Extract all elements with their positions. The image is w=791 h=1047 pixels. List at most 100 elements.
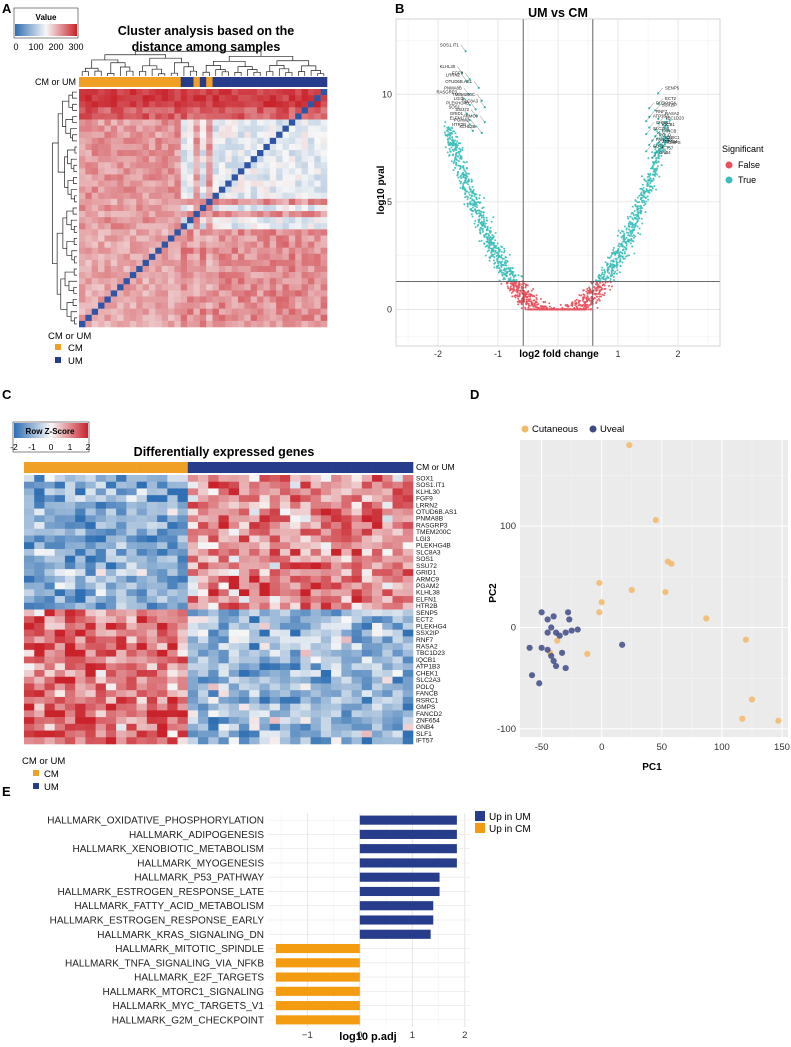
data-point bbox=[453, 160, 456, 163]
heatmap-cell bbox=[402, 629, 414, 637]
heatmap-cell bbox=[75, 495, 86, 503]
heatmap-cell bbox=[259, 629, 270, 637]
heatmap-cell bbox=[300, 515, 311, 523]
annotation-cell bbox=[212, 77, 220, 87]
heatmap-cell bbox=[361, 508, 373, 516]
heatmap-cell bbox=[310, 622, 322, 630]
heatmap-cell bbox=[341, 636, 352, 644]
heatmap-cell bbox=[238, 569, 250, 577]
heatmap-cell bbox=[361, 488, 373, 496]
heatmap-cell bbox=[136, 609, 148, 617]
heatmap-cell bbox=[263, 125, 271, 133]
heatmap-cell bbox=[129, 89, 137, 96]
heatmap-cell bbox=[85, 488, 96, 496]
heatmap-cell bbox=[123, 101, 131, 108]
heatmap-cell bbox=[351, 589, 363, 597]
heatmap-cell bbox=[136, 602, 148, 610]
data-point bbox=[643, 192, 646, 195]
data-point bbox=[552, 308, 555, 311]
heatmap-cell bbox=[44, 690, 56, 698]
data-point bbox=[526, 284, 529, 287]
heatmap-cell bbox=[34, 562, 45, 570]
heatmap-cell bbox=[218, 278, 226, 285]
heatmap-cell bbox=[91, 101, 99, 108]
heatmap-cell bbox=[91, 137, 99, 145]
heatmap-cell bbox=[402, 622, 414, 630]
data-point bbox=[587, 297, 590, 300]
data-point bbox=[596, 299, 599, 302]
heatmap-cell bbox=[269, 703, 281, 711]
data-point bbox=[617, 256, 620, 259]
heatmap-cell bbox=[290, 481, 301, 489]
data-point bbox=[539, 304, 542, 307]
heatmap-cell bbox=[199, 253, 207, 261]
legend-b-false-swatch bbox=[725, 161, 733, 169]
heatmap-cell bbox=[142, 198, 150, 206]
heatmap-cell bbox=[34, 535, 45, 543]
heatmap-cell bbox=[126, 569, 137, 577]
heatmap-cell bbox=[392, 636, 404, 644]
data-point bbox=[454, 132, 457, 135]
heatmap-cell bbox=[282, 156, 290, 163]
heatmap-cell bbox=[307, 217, 315, 224]
heatmap-cell bbox=[228, 522, 240, 530]
heatmap-cell bbox=[301, 265, 309, 273]
heatmap-cell bbox=[310, 501, 322, 509]
heatmap-cell bbox=[218, 629, 230, 637]
data-point bbox=[599, 281, 602, 284]
heatmap-cell bbox=[187, 676, 199, 684]
data-point bbox=[643, 196, 646, 199]
annotation-cell bbox=[116, 462, 127, 473]
heatmap-cell bbox=[117, 272, 124, 279]
heatmap-cell bbox=[177, 670, 189, 678]
heatmap-cell bbox=[269, 575, 281, 583]
heatmap-cell bbox=[250, 125, 258, 133]
data-point bbox=[509, 285, 512, 288]
data-point bbox=[466, 190, 469, 193]
heatmap-cell bbox=[244, 192, 251, 200]
heatmap-cell bbox=[75, 643, 86, 651]
heatmap-cell bbox=[231, 259, 239, 267]
heatmap-cell bbox=[54, 622, 66, 630]
heatmap-cell bbox=[249, 488, 260, 496]
gene-label: SOS1.IT1 bbox=[440, 42, 459, 47]
heatmap-cell bbox=[187, 589, 199, 597]
heatmap-cell bbox=[177, 475, 189, 483]
heatmap-cell bbox=[98, 302, 105, 309]
heatmap-cell bbox=[193, 284, 201, 291]
heatmap-cell bbox=[279, 515, 291, 523]
heatmap-cell bbox=[129, 296, 137, 303]
data-point bbox=[504, 261, 507, 264]
heatmap-cell bbox=[167, 548, 178, 556]
heatmap-cell bbox=[231, 241, 239, 248]
heatmap-cell bbox=[75, 535, 86, 543]
heatmap-cell bbox=[257, 162, 264, 169]
heatmap-cell bbox=[199, 174, 207, 181]
heatmap-cell bbox=[187, 508, 199, 516]
heatmap-cell bbox=[85, 314, 93, 322]
heatmap-cell bbox=[187, 582, 199, 590]
heatmap-cell bbox=[310, 589, 322, 597]
heatmap-cell bbox=[257, 168, 264, 175]
heatmap-cell bbox=[146, 683, 158, 691]
heatmap-cell bbox=[269, 495, 281, 503]
data-point bbox=[461, 187, 464, 190]
heatmap-cell bbox=[198, 535, 209, 543]
heatmap-cell bbox=[218, 542, 230, 550]
heatmap-cell bbox=[180, 229, 188, 236]
heatmap-cell bbox=[142, 278, 150, 285]
heatmap-cell bbox=[174, 101, 182, 108]
heatmap-cell bbox=[177, 663, 189, 671]
heatmap-cell bbox=[206, 290, 213, 297]
heatmap-cell bbox=[129, 272, 137, 279]
heatmap-cell bbox=[238, 488, 250, 496]
heatmap-cell bbox=[105, 508, 117, 516]
chart-a-title-line2: distance among samples bbox=[132, 40, 281, 54]
heatmap-cell bbox=[95, 522, 107, 530]
heatmap-cell bbox=[320, 562, 332, 570]
heatmap-cell bbox=[136, 198, 143, 206]
heatmap-cell bbox=[295, 131, 302, 139]
heatmap-cell bbox=[98, 101, 105, 108]
heatmap-cell bbox=[341, 481, 352, 489]
heatmap-cell bbox=[301, 241, 309, 248]
